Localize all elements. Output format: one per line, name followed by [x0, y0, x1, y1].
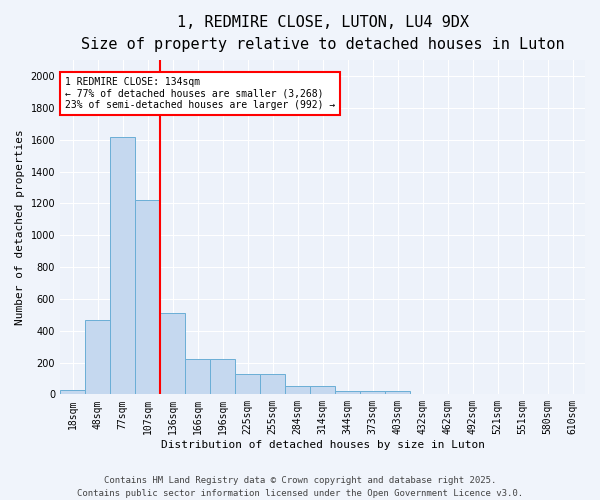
- X-axis label: Distribution of detached houses by size in Luton: Distribution of detached houses by size …: [161, 440, 485, 450]
- Bar: [260, 374, 285, 394]
- Bar: [385, 391, 410, 394]
- Bar: [210, 358, 235, 394]
- Text: Contains HM Land Registry data © Crown copyright and database right 2025.
Contai: Contains HM Land Registry data © Crown c…: [77, 476, 523, 498]
- Bar: [135, 200, 160, 394]
- Bar: [335, 391, 360, 394]
- Bar: [85, 320, 110, 394]
- Bar: [185, 358, 210, 394]
- Title: 1, REDMIRE CLOSE, LUTON, LU4 9DX
Size of property relative to detached houses in: 1, REDMIRE CLOSE, LUTON, LU4 9DX Size of…: [81, 15, 565, 52]
- Bar: [110, 136, 135, 394]
- Bar: [60, 390, 85, 394]
- Bar: [160, 313, 185, 394]
- Y-axis label: Number of detached properties: Number of detached properties: [15, 130, 25, 325]
- Bar: [285, 386, 310, 394]
- Bar: [360, 391, 385, 394]
- Bar: [235, 374, 260, 394]
- Bar: [310, 386, 335, 394]
- Text: 1 REDMIRE CLOSE: 134sqm
← 77% of detached houses are smaller (3,268)
23% of semi: 1 REDMIRE CLOSE: 134sqm ← 77% of detache…: [65, 77, 335, 110]
